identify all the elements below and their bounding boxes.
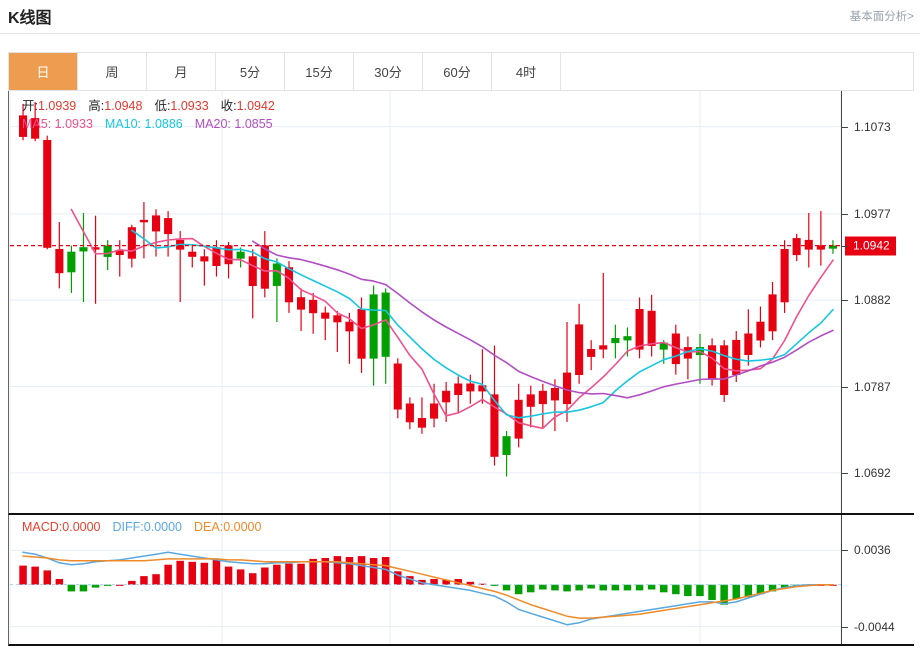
period-tab-label: 4时	[515, 65, 537, 80]
macd-chart-panel[interactable]: MACD:0.0000 DIFF:0.0000 DEA:0.0000 0.0036-…	[8, 515, 914, 646]
page-title: K线图	[8, 10, 52, 27]
price-axis-label: 1.0882	[854, 293, 891, 308]
price-axis-label: 1.1073	[854, 119, 891, 134]
price-axis-label: 1.0692	[854, 465, 891, 480]
period-tab-label: 30分	[374, 65, 402, 80]
price-axis-tick	[842, 300, 848, 302]
macd-axis-label: -0.0044	[854, 619, 895, 634]
page-header: K线图 基本面分析>	[0, 0, 920, 33]
price-axis-tick	[842, 126, 848, 128]
period-tab-1[interactable]: 周	[78, 53, 147, 90]
period-tab-6[interactable]: 60分	[423, 53, 492, 90]
macd-axis-tick	[842, 626, 848, 628]
last-price-tag: 1.0942	[845, 236, 896, 256]
price-axis-tick	[842, 213, 848, 215]
price-axis-tick	[842, 386, 848, 388]
period-tab-bar: 日 周 月 5分 15分 30分 60分 4时	[8, 52, 914, 91]
period-tab-label: 周	[105, 65, 119, 80]
period-tab-7[interactable]: 4时	[492, 53, 561, 90]
price-axis-divider	[841, 91, 842, 513]
period-tab-2[interactable]: 月	[147, 53, 216, 90]
macd-plot[interactable]	[9, 515, 915, 644]
period-tab-label: 15分	[305, 65, 333, 80]
macd-axis-divider	[841, 515, 842, 644]
period-tab-label: 5分	[239, 65, 261, 80]
period-tab-4[interactable]: 15分	[285, 53, 354, 90]
price-axis-label: 1.0787	[854, 379, 891, 394]
period-tab-label: 日	[36, 65, 50, 80]
period-tab-label: 60分	[443, 65, 471, 80]
period-tab-label: 月	[174, 65, 188, 80]
period-tab-0[interactable]: 日	[9, 53, 78, 90]
last-price-tick	[842, 245, 848, 247]
period-tab-5[interactable]: 30分	[354, 53, 423, 90]
period-tab-3[interactable]: 5分	[216, 53, 285, 90]
price-axis-label: 1.0977	[854, 206, 891, 221]
fundamental-analysis-link[interactable]: 基本面分析>	[849, 11, 914, 23]
tab-bar-filler	[561, 53, 913, 90]
candlestick-plot[interactable]	[9, 91, 915, 513]
header-divider	[0, 33, 920, 34]
price-axis-tick	[842, 472, 848, 474]
price-chart-panel[interactable]: 开:1.0939 高:1.0948 低:1.0933 收:1.0942 MA5: 1.…	[8, 91, 914, 515]
macd-axis-tick	[842, 550, 848, 552]
chart-container: 开:1.0939 高:1.0948 低:1.0933 收:1.0942 MA5: 1.…	[8, 91, 914, 646]
macd-axis-label: 0.0036	[854, 543, 891, 558]
